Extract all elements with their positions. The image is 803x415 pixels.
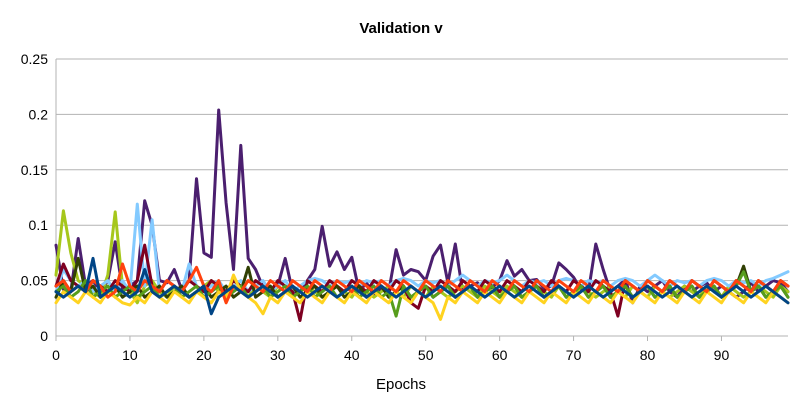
x-tick-label: 30	[270, 347, 286, 363]
x-tick-label: 50	[418, 347, 434, 363]
x-tick-label: 60	[492, 347, 508, 363]
series-line-1	[54, 108, 790, 305]
x-tick-label: 90	[714, 347, 730, 363]
x-axis-label: Epochs	[376, 376, 426, 393]
series-line-9	[54, 256, 790, 316]
x-tick-label: 0	[52, 347, 60, 363]
y-tick-label: 0.2	[29, 106, 49, 122]
series-lines	[54, 108, 790, 322]
x-tick-label: 40	[344, 347, 360, 363]
x-tick-labels: 0 10 20 30 40 50 60 70 80 90	[52, 347, 729, 363]
x-tick-label: 80	[640, 347, 656, 363]
y-tick-label: 0	[40, 328, 48, 344]
series-line-6	[54, 270, 790, 318]
y-tick-labels: 0 0.05 0.1 0.15 0.2 0.25	[21, 51, 48, 344]
series-line-3	[54, 202, 790, 294]
y-tick-label: 0.25	[21, 51, 48, 67]
x-tick-label: 70	[566, 347, 582, 363]
x-tick-label: 20	[196, 347, 212, 363]
chart-title: Validation v	[359, 20, 443, 37]
x-tick-label: 10	[122, 347, 138, 363]
y-tick-label: 0.1	[29, 217, 49, 233]
y-tick-label: 0.15	[21, 162, 48, 178]
y-tick-label: 0.05	[21, 273, 48, 289]
